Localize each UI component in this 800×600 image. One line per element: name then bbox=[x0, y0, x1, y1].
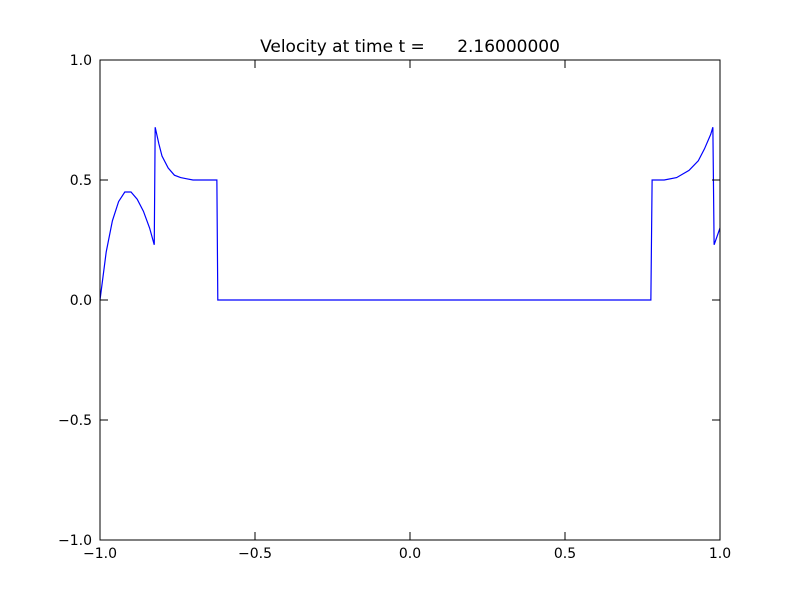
x-tick-label: 0.0 bbox=[399, 546, 421, 562]
data-line bbox=[99, 127, 721, 301]
y-tick-label: 0.0 bbox=[70, 293, 92, 309]
y-tick-label: −1.0 bbox=[58, 533, 92, 549]
chart-title: Velocity at time t = 2.16000000 bbox=[260, 37, 560, 57]
y-tick-label: 1.0 bbox=[70, 53, 92, 69]
plot-frame bbox=[99, 59, 721, 541]
x-tick-label: −1.0 bbox=[83, 546, 117, 562]
x-tick-label: 1.0 bbox=[709, 546, 731, 562]
x-tick-label: 0.5 bbox=[554, 546, 576, 562]
y-tick-label: 0.5 bbox=[70, 173, 92, 189]
y-tick-label: −0.5 bbox=[58, 413, 92, 429]
x-tick-label: −0.5 bbox=[238, 546, 272, 562]
